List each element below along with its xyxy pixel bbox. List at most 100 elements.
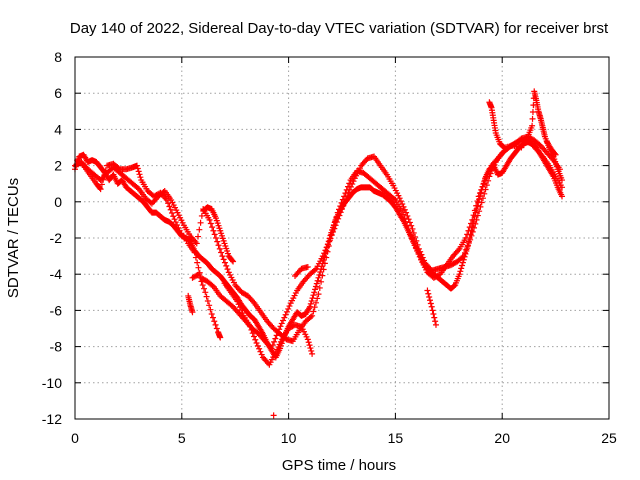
- data-point: [309, 350, 316, 357]
- data-point: [400, 203, 407, 210]
- data-point: [529, 115, 536, 122]
- data-point: [456, 271, 463, 278]
- data-point: [333, 219, 340, 226]
- data-point: [399, 200, 406, 207]
- data-point: [270, 412, 277, 419]
- data-point: [403, 209, 410, 216]
- data-point: [485, 177, 492, 184]
- y-tick-label: 6: [54, 85, 62, 101]
- data-point: [347, 183, 354, 190]
- data-point: [345, 189, 352, 196]
- data-point: [466, 224, 473, 231]
- data-point: [316, 271, 323, 278]
- data-point: [324, 241, 331, 248]
- data-point: [457, 268, 464, 275]
- data-point: [100, 176, 107, 183]
- data-point: [307, 300, 314, 307]
- data-point: [464, 243, 471, 250]
- data-point: [304, 263, 311, 270]
- data-point: [230, 258, 237, 265]
- data-point: [214, 238, 221, 245]
- x-tick-label: 15: [388, 430, 404, 446]
- data-point: [211, 318, 218, 325]
- data-point: [552, 151, 559, 158]
- data-point: [469, 228, 476, 235]
- data-point: [167, 206, 174, 213]
- data-point: [175, 224, 182, 231]
- data-point: [488, 167, 495, 174]
- y-tick-label: 2: [54, 158, 62, 174]
- data-point: [249, 330, 256, 337]
- data-point: [421, 257, 428, 264]
- data-point: [252, 336, 259, 343]
- data-point: [96, 185, 103, 192]
- data-point: [344, 193, 351, 200]
- data-point: [418, 251, 425, 258]
- data-point: [475, 193, 482, 200]
- data-point: [216, 245, 223, 252]
- data-point: [213, 325, 220, 332]
- data-point: [340, 202, 347, 209]
- data-point: [337, 209, 344, 216]
- data-point: [281, 314, 288, 321]
- data-point: [491, 161, 498, 168]
- data-point: [462, 235, 469, 241]
- data-point: [473, 216, 480, 223]
- data-point: [559, 184, 566, 191]
- data-point: [207, 220, 214, 227]
- data-point: [424, 287, 431, 294]
- data-point: [406, 219, 413, 226]
- data-point: [559, 193, 566, 200]
- data-point: [410, 229, 417, 236]
- data-point: [286, 303, 293, 310]
- data-point: [203, 293, 210, 300]
- data-point: [341, 199, 348, 206]
- data-point: [464, 231, 471, 238]
- y-tick-label: -8: [50, 339, 63, 355]
- y-tick-label: 4: [54, 121, 62, 137]
- data-point: [397, 198, 404, 205]
- data-point: [328, 232, 335, 239]
- data-point: [204, 297, 211, 304]
- data-point: [207, 306, 214, 313]
- data-point: [321, 250, 328, 257]
- data-point: [315, 274, 322, 281]
- data-point: [196, 226, 203, 233]
- data-point: [559, 177, 566, 184]
- chart-title: Day 140 of 2022, Sidereal Day-to-day VTE…: [70, 20, 609, 37]
- data-point: [195, 264, 202, 271]
- data-point: [350, 178, 357, 185]
- data-point: [479, 195, 486, 202]
- data-point: [97, 186, 104, 193]
- data-point: [472, 220, 479, 227]
- data-point: [415, 245, 422, 252]
- data-point: [271, 338, 278, 345]
- data-point: [414, 241, 421, 248]
- data-point: [198, 278, 205, 285]
- y-tick-label: -10: [42, 375, 62, 391]
- data-point: [257, 348, 264, 355]
- data-point: [417, 248, 424, 255]
- data-point: [467, 236, 474, 243]
- data-point: [478, 199, 485, 206]
- data-point: [308, 297, 315, 304]
- data-point: [134, 165, 141, 172]
- data-point: [471, 213, 478, 220]
- data-point: [136, 171, 143, 178]
- y-tick-label: -2: [50, 230, 63, 246]
- data-point: [283, 308, 290, 315]
- data-point: [202, 289, 209, 296]
- data-point: [490, 164, 497, 171]
- data-point: [191, 249, 198, 256]
- data-point: [236, 304, 243, 311]
- data-point: [321, 260, 328, 267]
- data-point: [268, 345, 275, 352]
- data-point: [308, 347, 315, 354]
- x-tick-label: 5: [178, 430, 186, 446]
- data-points: [72, 88, 566, 419]
- data-point: [398, 207, 405, 214]
- data-point: [253, 339, 260, 346]
- data-point: [425, 290, 432, 297]
- data-point: [342, 196, 349, 203]
- series-track-d: [189, 263, 316, 368]
